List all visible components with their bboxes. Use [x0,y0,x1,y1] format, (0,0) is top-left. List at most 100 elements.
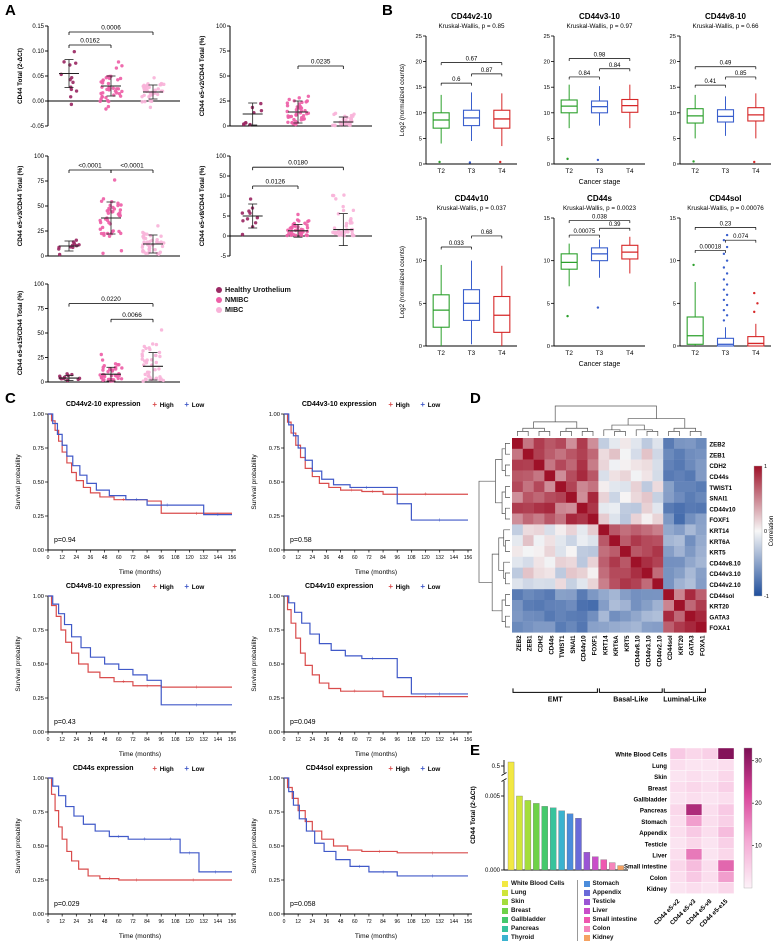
svg-text:GATA3: GATA3 [709,614,730,621]
svg-text:96: 96 [158,919,164,925]
svg-text:120: 120 [185,555,194,561]
svg-text:0.50: 0.50 [269,662,280,668]
svg-text:0.00: 0.00 [33,912,44,918]
svg-text:10: 10 [416,111,422,117]
svg-text:+: + [188,851,192,857]
chart-tissue-heatmap: White Blood Cells Lung Skin Breast Gallbladd… [615,747,762,929]
svg-text:T3: T3 [722,168,730,175]
svg-text:0.84: 0.84 [578,71,590,77]
svg-text:0: 0 [673,344,676,350]
svg-text:+: + [122,680,126,686]
svg-text:p=0.058: p=0.058 [290,901,316,908]
svg-text:ZEB1: ZEB1 [527,635,534,651]
chart-correlation-heatmap: ZEB2ZEB1CDH2CD44sTWIST1SNAI1CD44v10FOXF1… [478,405,775,703]
svg-text:24: 24 [74,737,80,743]
svg-text:48: 48 [338,555,344,561]
svg-text:Survival probability: Survival probability [251,818,258,874]
svg-text:60: 60 [116,737,122,743]
svg-text:84: 84 [380,555,386,561]
svg-text:25: 25 [37,229,44,235]
svg-text:60: 60 [352,737,358,743]
svg-text:0.23: 0.23 [720,221,732,227]
svg-text:144: 144 [450,919,459,925]
svg-text:T2: T2 [437,168,445,175]
svg-text:Liver: Liver [652,853,667,860]
svg-text:SNAI1: SNAI1 [709,496,728,503]
svg-text:Low: Low [192,402,205,409]
svg-text:0.10: 0.10 [32,49,44,55]
svg-text:CD44v2.10: CD44v2.10 [709,582,741,589]
svg-text:20: 20 [544,60,550,66]
svg-text:0.41: 0.41 [704,79,716,85]
svg-text:T4: T4 [626,168,634,175]
svg-text:TWIST1: TWIST1 [559,635,566,658]
svg-text:+: + [184,582,189,591]
svg-text:12: 12 [295,737,301,743]
legend-swatch-icon [583,898,590,905]
svg-text:p=0.029: p=0.029 [54,901,80,908]
svg-text:CD44v3.10: CD44v3.10 [709,571,741,578]
legend-swatch-icon [502,880,508,887]
chart-cd44-total-dotplot: -0.05 0.00 0.05 0.10 0.15 CD44 Total (2-ΔCt) 0… [17,24,180,130]
svg-text:15: 15 [416,216,422,222]
svg-text:CD44s: CD44s [709,474,729,481]
svg-text:144: 144 [450,555,459,561]
legend-swatch-icon [583,916,590,923]
svg-text:Low: Low [428,766,441,773]
svg-text:15: 15 [670,216,676,222]
svg-text:+: + [371,490,375,496]
svg-text:SNAI1: SNAI1 [570,635,577,654]
svg-text:EMT: EMT [548,696,564,703]
svg-text:144: 144 [450,737,459,743]
legend-label: Colon [592,925,611,932]
svg-text:+: + [388,582,393,591]
svg-text:CD44v3-10 expression: CD44v3-10 expression [302,401,377,408]
svg-text:CD44s: CD44s [548,635,555,655]
svg-text:+: + [135,878,139,884]
chart-tissue-barchart: 0.5 0.005 0.000 CD44 Total (2-ΔCt) [470,760,628,874]
svg-text:0.0180: 0.0180 [288,160,308,167]
svg-text:0.6: 0.6 [452,77,461,83]
svg-text:120: 120 [185,919,194,925]
svg-text:0: 0 [41,254,45,260]
svg-text:CD44sol: CD44sol [709,194,741,203]
svg-text:+: + [169,837,173,843]
svg-text:24: 24 [310,919,316,925]
svg-text:+: + [191,878,195,884]
svg-text:108: 108 [407,555,416,561]
svg-text:T4: T4 [498,350,506,357]
svg-text:KRT6A: KRT6A [709,539,730,546]
svg-text:Luminal-Like: Luminal-Like [663,696,706,703]
svg-text:0: 0 [764,529,767,535]
svg-text:Survival probability: Survival probability [251,454,258,510]
svg-text:KRT20: KRT20 [678,635,685,655]
svg-text:15: 15 [544,216,550,222]
svg-text:CD44v10: CD44v10 [581,635,588,662]
svg-text:+: + [438,692,442,698]
svg-text:Low: Low [428,584,441,591]
svg-text:Colon: Colon [650,875,668,882]
svg-text:Time (months): Time (months) [355,933,397,940]
svg-text:0.038: 0.038 [592,215,608,221]
svg-text:120: 120 [421,737,430,743]
svg-text:144: 144 [214,555,223,561]
svg-text:132: 132 [436,919,445,925]
legend-label: MIBC [225,305,244,314]
svg-text:+: + [388,764,393,773]
svg-text:p=0.049: p=0.049 [290,719,316,726]
legend-label: Small intestine [592,916,637,923]
legend-swatch-icon [583,889,590,896]
svg-text:20: 20 [416,60,422,66]
svg-text:+: + [165,503,169,509]
legend-label: Gallbladder [511,916,546,923]
svg-text:T4: T4 [498,168,506,175]
legend-label: Liver [592,907,608,914]
svg-text:48: 48 [102,919,108,925]
svg-text:p=0.58: p=0.58 [290,537,312,544]
svg-text:25: 25 [544,34,550,40]
svg-text:KRT5: KRT5 [624,635,631,652]
legend-swatch-icon [502,916,508,923]
tissue-legend-item: White Blood Cells [502,880,565,887]
svg-text:Log2 (normalized counts): Log2 (normalized counts) [399,64,406,136]
